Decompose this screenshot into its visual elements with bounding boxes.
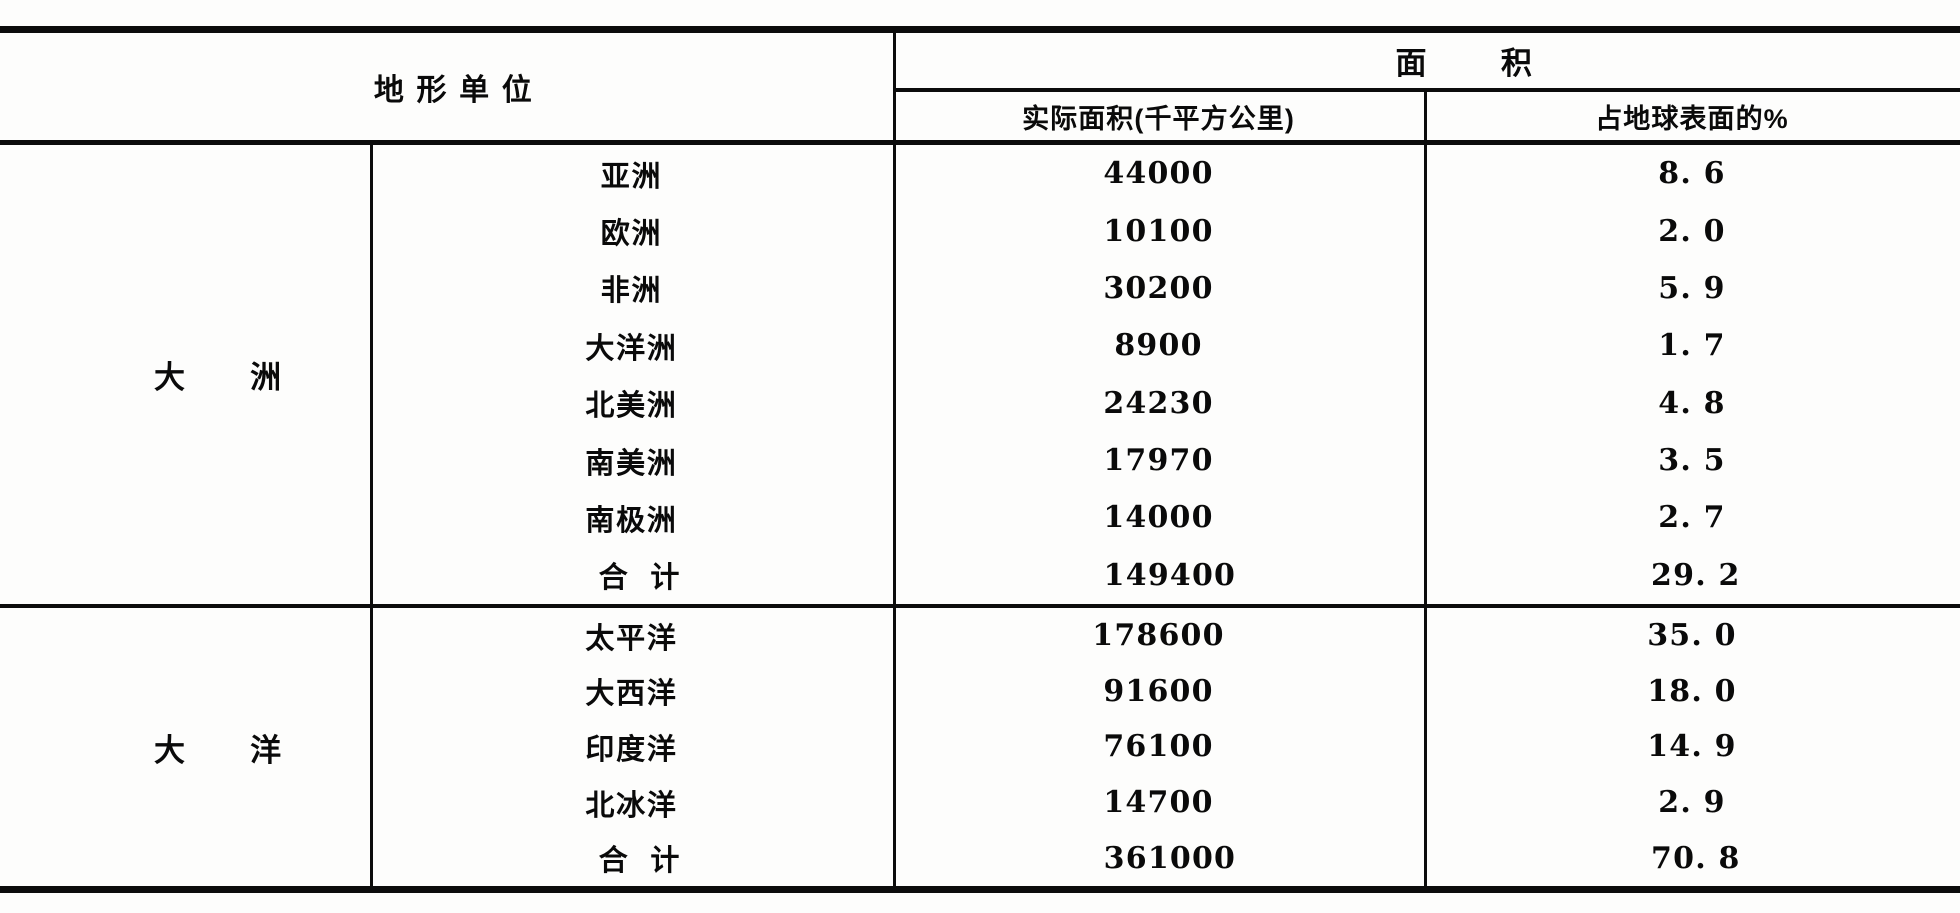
- row-area-value: 10100: [1103, 213, 1214, 249]
- table-row-oceania: 大洋洲 8900 1. 7: [370, 317, 1960, 374]
- row-percent-value: 18. 0: [1647, 673, 1737, 709]
- row-name: 大洋洲: [585, 332, 678, 365]
- row-name: 南极洲: [585, 504, 678, 537]
- row-area-value: 30200: [1103, 270, 1214, 306]
- row-percent-value: 2. 0: [1658, 213, 1726, 249]
- row-area-value: 8900: [1114, 328, 1203, 364]
- table-row-europe: 欧洲 10100 2. 0: [370, 202, 1960, 259]
- row-name: 太平洋: [585, 622, 678, 655]
- row-percent-value: 35. 0: [1647, 618, 1737, 654]
- terrain-unit-header: 地形单位: [373, 73, 545, 107]
- oceans-rows: 太平洋 178600 35. 0 大西洋 91600 18. 0 印度洋 761…: [370, 608, 1960, 886]
- table-row-continents-total: 合计 149400 29. 2: [370, 547, 1960, 604]
- row-percent-value: 4. 8: [1658, 385, 1726, 421]
- row-area-value: 14700: [1103, 785, 1214, 821]
- table-row-south-america: 南美洲 17970 3. 5: [370, 432, 1960, 489]
- table-row-antarctica: 南极洲 14000 2. 7: [370, 489, 1960, 546]
- row-name: 南美洲: [585, 447, 678, 480]
- group-divider-rule: [0, 604, 1960, 608]
- row-area-value: 361000: [1103, 840, 1237, 876]
- group-column-divider: [370, 140, 373, 893]
- row-area-value: 14000: [1103, 500, 1214, 536]
- row-area-value: 44000: [1103, 156, 1214, 192]
- row-name: 印度洋: [585, 733, 678, 766]
- row-percent-value: 29. 2: [1651, 557, 1741, 593]
- table-row-oceans-total: 合计 361000 70. 8: [370, 830, 1960, 886]
- row-area-value: 91600: [1103, 673, 1214, 709]
- row-percent-value: 5. 9: [1658, 270, 1726, 306]
- table-top-border: [0, 26, 1960, 33]
- continents-rows: 亚洲 44000 8. 6 欧洲 10100 2. 0 非洲 30200 5. …: [370, 145, 1960, 604]
- row-percent-value: 2. 7: [1658, 500, 1726, 536]
- table-row-arctic: 北冰洋 14700 2. 9: [370, 775, 1960, 831]
- subcolumn-divider: [1424, 88, 1427, 893]
- row-name: 北冰洋: [585, 789, 678, 822]
- row-percent-value: 1. 7: [1658, 328, 1726, 364]
- row-name: 合计: [598, 562, 703, 595]
- row-name: 大西洋: [585, 678, 678, 711]
- table-row-asia: 亚洲 44000 8. 6: [370, 145, 1960, 202]
- main-column-divider: [893, 26, 896, 893]
- table-row-indian: 印度洋 76100 14. 9: [370, 719, 1960, 775]
- table-row-atlantic: 大西洋 91600 18. 0: [370, 664, 1960, 720]
- row-area-value: 76100: [1103, 729, 1214, 765]
- oceans-group-label: 大洋: [153, 732, 347, 768]
- continents-group-label: 大洲: [153, 360, 347, 395]
- area-header: 面积: [1395, 46, 1607, 81]
- row-percent-value: 14. 9: [1647, 729, 1737, 765]
- row-name: 北美洲: [585, 390, 678, 423]
- row-percent-value: 70. 8: [1651, 840, 1741, 876]
- row-name: 亚洲: [600, 160, 663, 193]
- table-bottom-border: [0, 886, 1960, 893]
- row-area-value: 149400: [1103, 557, 1237, 593]
- row-percent-value: 2. 9: [1658, 785, 1726, 821]
- row-percent-value: 8. 6: [1658, 156, 1726, 192]
- row-area-value: 24230: [1103, 385, 1214, 421]
- row-area-value: 178600: [1092, 618, 1225, 654]
- row-name: 合计: [598, 845, 703, 878]
- table-row-pacific: 太平洋 178600 35. 0: [370, 608, 1960, 664]
- percent-surface-subheader: 占地球表面的%: [1595, 103, 1789, 134]
- row-name: 欧洲: [600, 218, 663, 251]
- header-bottom-rule: [0, 140, 1960, 145]
- table-row-africa: 非洲 30200 5. 9: [370, 260, 1960, 317]
- actual-area-subheader: 实际面积(千平方公里): [1022, 103, 1295, 134]
- row-percent-value: 3. 5: [1658, 443, 1726, 479]
- table-row-north-america: 北美洲 24230 4. 8: [370, 375, 1960, 432]
- row-name: 非洲: [600, 275, 663, 308]
- row-area-value: 17970: [1103, 443, 1214, 479]
